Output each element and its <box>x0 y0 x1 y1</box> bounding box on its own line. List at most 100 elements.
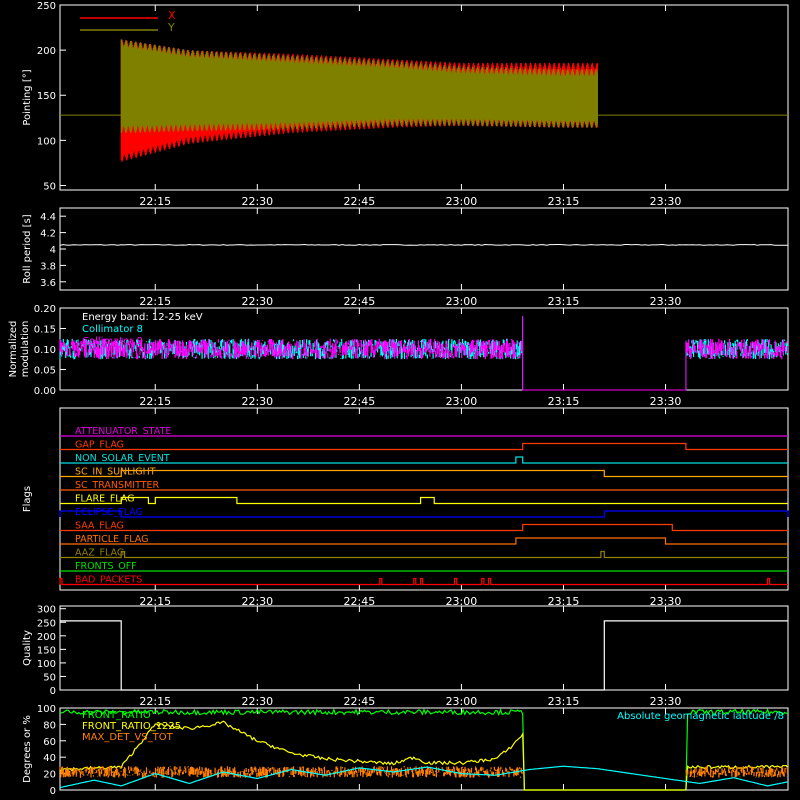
flag-line-non_solar_event <box>60 456 788 464</box>
y-tick-label: 250 <box>37 618 56 629</box>
collimator-9-label: Collimator 9 <box>82 336 143 347</box>
y-tick-label: 200 <box>37 632 56 643</box>
y-tick-label: 4 <box>50 245 56 256</box>
y-tick-label: 4.4 <box>40 212 56 223</box>
flag-label-sc_transmitter: SC_TRANSMITTER <box>75 480 160 491</box>
x-tick-label: 23:00 <box>446 395 478 408</box>
y-axis-label: modulation <box>20 321 31 378</box>
flag-label-saa_flag: SAA_FLAG <box>75 521 124 532</box>
x-tick-label: 23:00 <box>446 595 478 608</box>
flag-line-gap_flag <box>60 442 788 451</box>
y-tick-label: 150 <box>37 645 56 656</box>
y-tick-label: 50 <box>43 181 56 192</box>
flag-label-non_solar_event: NON_SOLAR_EVENT <box>75 453 170 464</box>
flag-line-aaz_flag <box>60 550 788 559</box>
y-axis-label: Roll period [s] <box>22 214 33 283</box>
x-tick-label: 23:30 <box>650 595 682 608</box>
x-tick-label: 23:30 <box>650 695 682 708</box>
y-tick-label: 0 <box>50 686 56 697</box>
x-tick-label: 22:30 <box>241 695 273 708</box>
flag-label-particle_flag: PARTICLE_FLAG <box>75 534 148 545</box>
flag-label-aaz_flag: AAZ_FLAG <box>75 548 124 559</box>
flag-label-flare_flag: FLARE_FLAG <box>75 494 135 505</box>
x-tick-label: 22:45 <box>344 195 376 208</box>
flag-line-eclipse_flag <box>59 510 789 518</box>
x-tick-label: 22:15 <box>139 695 171 708</box>
panel-frame <box>59 707 789 791</box>
flag-line-sc_in_sunlight <box>60 469 788 478</box>
y-tick-label: 0.20 <box>34 304 56 315</box>
x-tick-label: 22:45 <box>344 595 376 608</box>
roll-period-line <box>59 243 788 246</box>
flag-line-bad_packets <box>59 577 788 586</box>
x-tick-label: 22:15 <box>139 595 171 608</box>
y-tick-label: 3.8 <box>40 261 56 272</box>
x-tick-label: 22:45 <box>344 295 376 308</box>
legend-geomagnetic-latitude: Absolute geomagnetic latitude /8 <box>617 711 784 722</box>
x-tick-label: 22:30 <box>241 395 273 408</box>
x-tick-label: 22:30 <box>241 295 273 308</box>
y-tick-label: 40 <box>43 753 56 764</box>
flag-label-fronts_off: FRONTS_OFF <box>75 561 137 572</box>
legend-front-ratio: FRONT_RATIO <box>82 710 151 721</box>
x-tick-label: 23:00 <box>446 695 478 708</box>
y-tick-label: 4.2 <box>40 229 56 240</box>
x-tick-label: 23:15 <box>548 595 580 608</box>
panel-5: Degrees or % 0 20 40 60 80 100 <box>22 704 789 797</box>
x-tick-label: 23:30 <box>650 195 682 208</box>
flag-label-bad_packets: BAD_PACKETS <box>75 575 142 586</box>
legend-max-det-vs-tot: MAX_DET_VS_TOT <box>82 732 174 743</box>
y-tick-label: 100 <box>37 136 56 147</box>
x-tick-label: 22:30 <box>241 595 273 608</box>
y-tick-label: 300 <box>37 605 56 616</box>
x-tick-label: 22:15 <box>139 295 171 308</box>
y-axis-label: Normalized <box>8 321 19 378</box>
series-absolute-geomagnetic-latitude-8 <box>59 765 789 789</box>
x-tick-label: 22:45 <box>344 695 376 708</box>
legend-front-ratio-1225: FRONT_RATIO_1225 <box>82 721 181 732</box>
gap-trace-0 <box>522 316 687 391</box>
x-tick-label: 23:00 <box>446 295 478 308</box>
x-tick-label: 22:15 <box>139 395 171 408</box>
x-tick-label: 23:00 <box>446 195 478 208</box>
y-tick-label: 60 <box>43 737 56 748</box>
y-axis-label: Flags <box>22 486 33 512</box>
panel-frame <box>59 407 789 591</box>
flag-label-attenuator_state: ATTENUATOR_STATE <box>75 426 171 437</box>
x-tick-label: 23:15 <box>548 395 580 408</box>
y-tick-label: 20 <box>43 770 56 781</box>
panel-frame <box>59 4 789 191</box>
x-tick-label: 23:15 <box>548 195 580 208</box>
y-tick-label: 100 <box>37 659 56 670</box>
y-tick-label: 0.10 <box>34 345 56 356</box>
flag-line-flare_flag <box>60 496 788 505</box>
y-tick-label: 150 <box>37 91 56 102</box>
series-max-det-vs-tot <box>59 766 789 778</box>
panel-frame <box>59 605 789 691</box>
panel-4: 22:15 22:30 22:45 23:00 23:15 23:30 Quality 0 50… <box>22 605 789 708</box>
flag-label-eclipse_flag: ECLIPSE_FLAG <box>75 507 143 518</box>
flag-line-particle_flag <box>60 537 788 545</box>
y-tick-label: 0.05 <box>34 366 56 377</box>
y-tick-label: 0.15 <box>34 325 56 336</box>
y-axis-label: Degrees or % <box>22 715 33 783</box>
flag-label-sc_in_sunlight: SC_IN_SUNLIGHT <box>75 467 156 478</box>
legend-label-y: Y <box>167 21 175 34</box>
y-tick-label: 80 <box>43 720 56 731</box>
y-tick-label: 100 <box>37 704 56 715</box>
panel-1: 22:15 22:30 22:45 23:00 23:15 23:30 Roll perio… <box>22 207 789 308</box>
y-axis-label: Pointing [°] <box>22 69 33 125</box>
gap-trace-1 <box>522 316 687 391</box>
x-tick-label: 22:30 <box>241 195 273 208</box>
x-tick-label: 23:15 <box>548 695 580 708</box>
x-tick-label: 23:30 <box>650 395 682 408</box>
y-axis-label: Quality <box>22 630 33 666</box>
y-tick-label: 200 <box>37 46 56 57</box>
y-tick-label: 3.6 <box>40 278 56 289</box>
collimator-series-1 <box>59 338 789 360</box>
y-tick-label: 0 <box>50 786 56 797</box>
x-tick-label: 23:30 <box>650 295 682 308</box>
x-tick-label: 22:15 <box>139 195 171 208</box>
panel-3: 22:15 22:30 22:45 23:00 23:15 23:30 Flags <box>22 407 789 608</box>
